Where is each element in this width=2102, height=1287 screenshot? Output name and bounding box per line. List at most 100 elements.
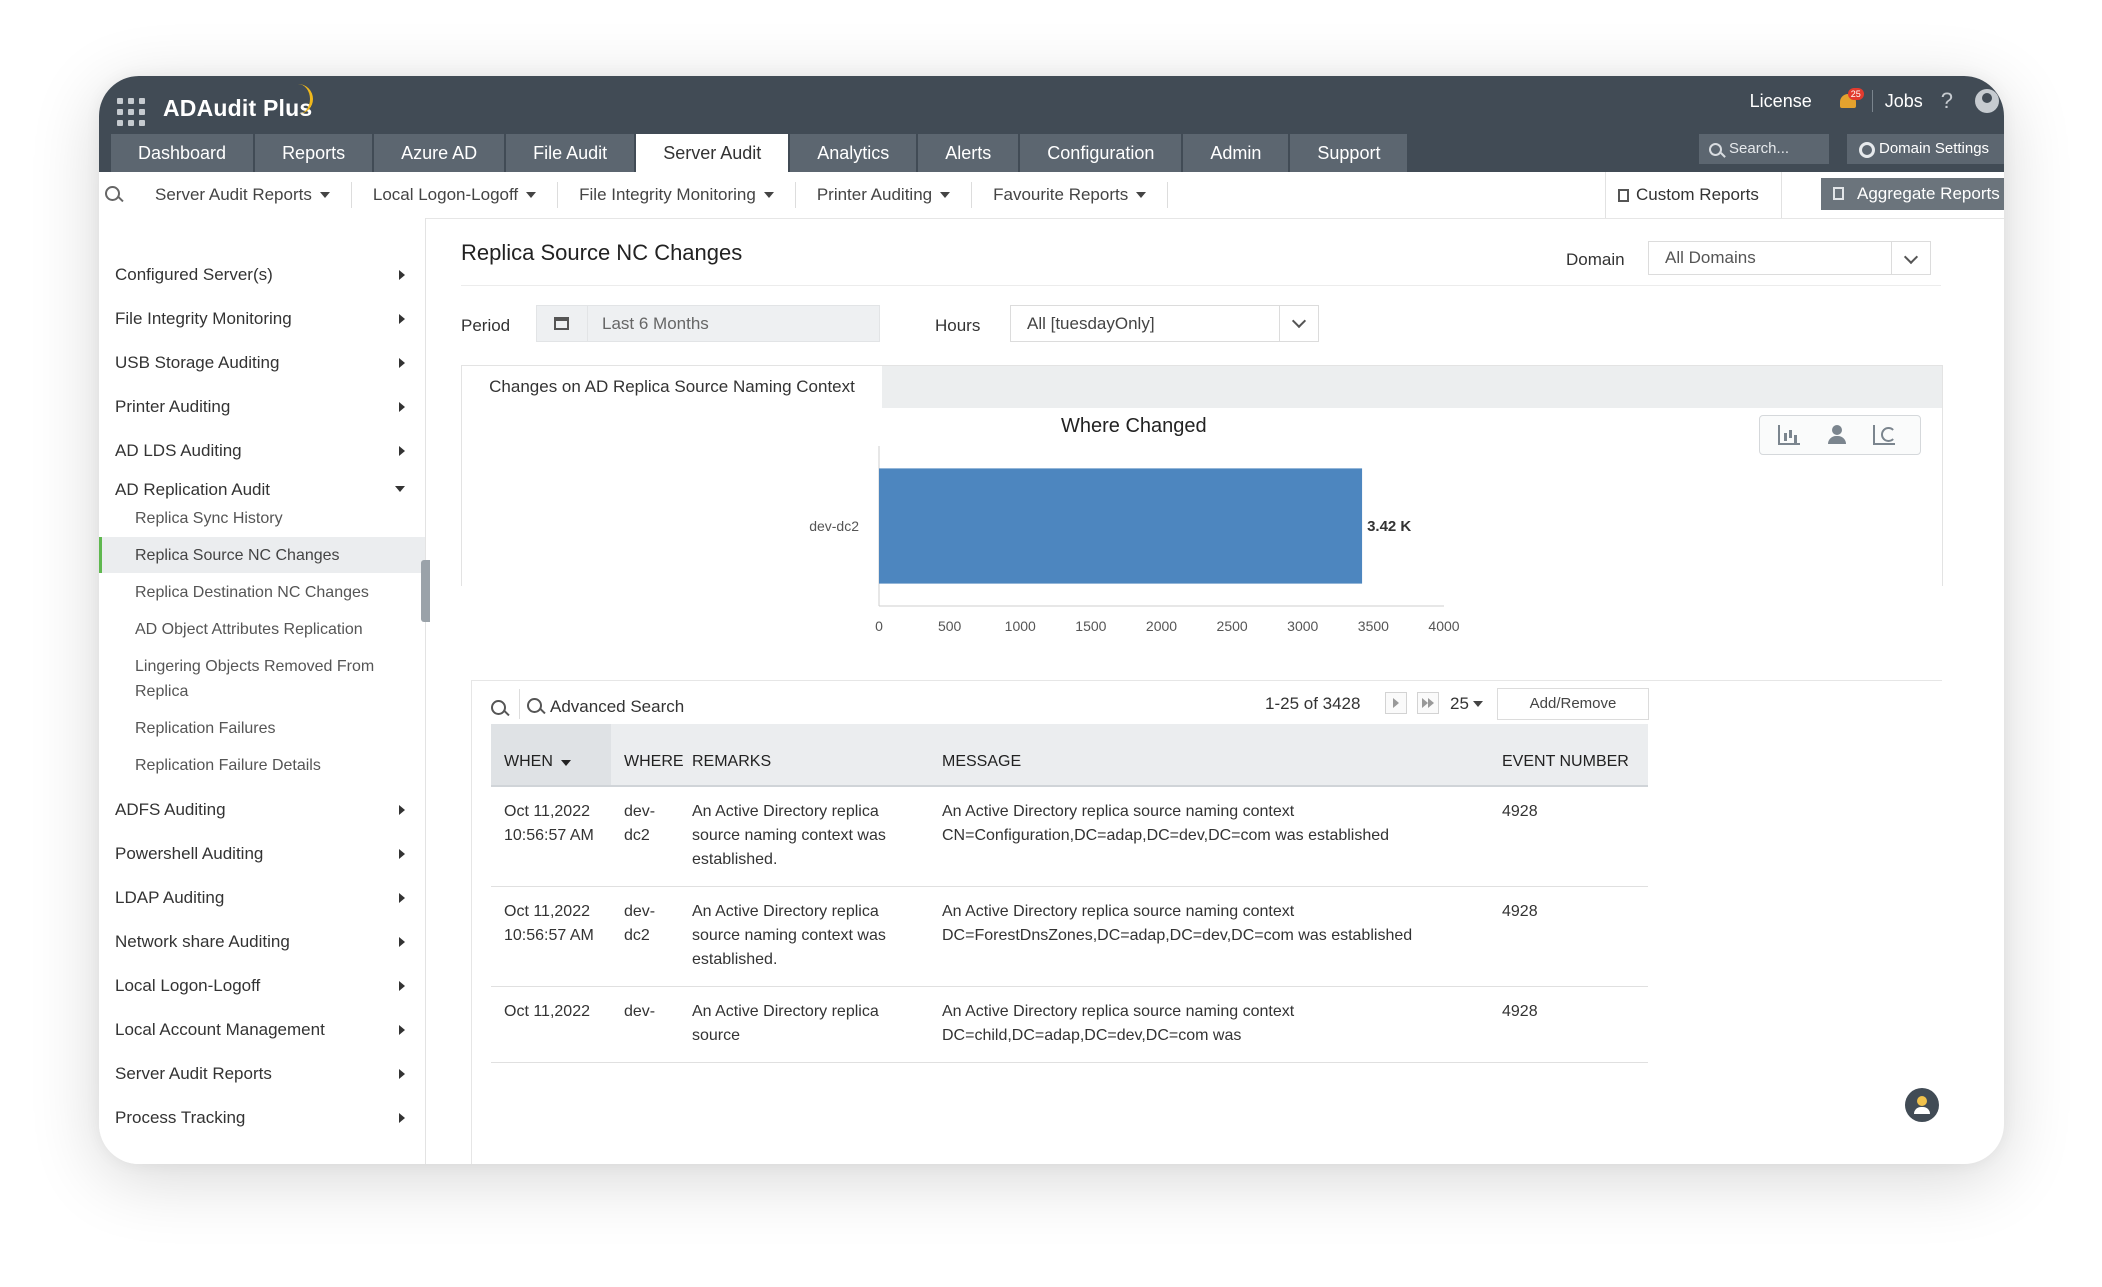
notification-bell-icon[interactable]: 25	[1838, 88, 1864, 111]
chevron-right-icon	[399, 805, 405, 815]
sidebar-item-network-share-auditing[interactable]: Network share Auditing	[115, 932, 405, 952]
advanced-search-link[interactable]: Advanced Search	[550, 697, 685, 716]
sidebar-item-usb-storage-auditing[interactable]: USB Storage Auditing	[115, 353, 405, 373]
next-page-button[interactable]	[1385, 692, 1407, 714]
sidebar-item-label: USB Storage Auditing	[115, 353, 280, 372]
add-chart-icon[interactable]	[1778, 425, 1800, 445]
subnav-printer-auditing[interactable]: Printer Auditing	[796, 182, 973, 208]
table-row[interactable]: Oct 11,2022 dev- An Active Directory rep…	[491, 986, 1648, 1063]
sidebar-subitem-replica-sync-history[interactable]: Replica Sync History	[135, 510, 283, 527]
chart-refresh-icon[interactable]	[1873, 425, 1896, 445]
table-search-icon[interactable]	[491, 700, 506, 715]
x-tick-label: 500	[938, 618, 962, 634]
app-window: ADAudit Plus License 25 Jobs ? Dashboard…	[99, 76, 2004, 1164]
sidebar-item-printer-auditing[interactable]: Printer Auditing	[115, 397, 405, 417]
domain-settings-button[interactable]: Domain Settings	[1847, 134, 2004, 164]
hours-select-value: All [tuesdayOnly]	[1027, 314, 1155, 333]
sidebar-subitem-lingering-objects[interactable]: Lingering Objects Removed From Replica	[135, 658, 375, 700]
hours-select[interactable]: All [tuesdayOnly]	[1010, 305, 1319, 342]
tab-dashboard[interactable]: Dashboard	[111, 134, 254, 172]
app-grid-icon[interactable]	[117, 98, 145, 126]
license-link[interactable]: License	[1749, 90, 1812, 111]
help-chat-icon[interactable]	[1905, 1088, 1939, 1122]
cell-remarks: An Active Directory replica source namin…	[679, 786, 929, 887]
column-header-remarks[interactable]: REMARKS	[679, 724, 929, 786]
sidebar-subitem-replica-destination-nc-changes[interactable]: Replica Destination NC Changes	[135, 584, 369, 601]
custom-reports-button[interactable]: Custom Reports	[1605, 172, 1782, 218]
column-header-when[interactable]: WHEN	[491, 724, 611, 786]
jobs-link[interactable]: Jobs	[1884, 90, 1923, 111]
search-placeholder: Search...	[1729, 140, 1790, 157]
chevron-down-icon	[1891, 242, 1930, 274]
page-title: Replica Source NC Changes	[461, 240, 743, 265]
sidebar-item-local-logon-logoff[interactable]: Local Logon-Logoff	[115, 976, 405, 996]
sidebar-item-label: LDAP Auditing	[115, 888, 225, 907]
add-remove-columns-button[interactable]: Add/Remove Columns	[1497, 688, 1649, 742]
sidebar-subitem-ad-object-attributes-replication[interactable]: AD Object Attributes Replication	[135, 621, 363, 638]
domain-select-value: All Domains	[1665, 248, 1756, 267]
sidebar-item-configured-servers[interactable]: Configured Server(s)	[115, 265, 405, 285]
aggregate-reports-button[interactable]: Aggregate Reports	[1821, 178, 2004, 210]
user-filter-icon[interactable]	[1826, 425, 1848, 445]
main-tabs: Dashboard Reports Azure AD File Audit Se…	[111, 134, 1409, 172]
column-header-event-number[interactable]: EVENT NUMBER	[1489, 724, 1648, 786]
bar-chart: dev-dc2 3.42 K 0 500 1000 1500 2000 2500 3000 350…	[809, 446, 1459, 646]
tab-analytics[interactable]: Analytics	[790, 134, 917, 172]
x-tick-label: 1000	[1005, 618, 1036, 634]
tab-azure-ad[interactable]: Azure AD	[374, 134, 505, 172]
sidebar-item-file-integrity-monitoring[interactable]: File Integrity Monitoring	[115, 309, 405, 329]
hours-label: Hours	[935, 316, 981, 335]
column-header-message[interactable]: MESSAGE	[929, 724, 1489, 786]
domain-select[interactable]: All Domains	[1648, 241, 1931, 275]
tab-support[interactable]: Support	[1290, 134, 1408, 172]
sidebar-item-local-account-management[interactable]: Local Account Management	[115, 1020, 405, 1040]
sub-navigation: Server Audit Reports Local Logon-Logoff …	[99, 172, 2004, 219]
cell-message: An Active Directory replica source namin…	[929, 786, 1489, 887]
sidebar-item-adfs-auditing[interactable]: ADFS Auditing	[115, 800, 405, 820]
user-avatar-icon[interactable]	[1975, 89, 1999, 113]
sidebar-item-ldap-auditing[interactable]: LDAP Auditing	[115, 888, 405, 908]
sidebar-item-process-tracking[interactable]: Process Tracking	[115, 1108, 405, 1128]
domain-settings-label: Domain Settings	[1879, 140, 1990, 157]
sidebar-item-ad-replication-audit[interactable]: AD Replication Audit	[115, 480, 405, 500]
sidebar-collapse-handle[interactable]	[421, 560, 430, 622]
tab-changes-chart[interactable]: Changes on AD Replica Source Naming Cont…	[462, 366, 882, 408]
quick-search-icon[interactable]	[105, 186, 120, 201]
subnav-local-logon-logoff[interactable]: Local Logon-Logoff	[352, 182, 559, 208]
table-row[interactable]: Oct 11,2022 10:56:57 AM dev-dc2 An Activ…	[491, 786, 1648, 887]
sidebar-active-highlight	[99, 537, 425, 573]
cell-remarks: An Active Directory replica source	[679, 986, 929, 1063]
table-row[interactable]: Oct 11,2022 10:56:57 AM dev-dc2 An Activ…	[491, 886, 1648, 987]
cell-when: Oct 11,2022	[491, 986, 611, 1063]
sidebar-subitem-replica-source-nc-changes[interactable]: Replica Source NC Changes	[135, 547, 340, 564]
tab-alerts[interactable]: Alerts	[918, 134, 1019, 172]
sidebar-item-powershell-auditing[interactable]: Powershell Auditing	[115, 844, 405, 864]
sidebar-subitem-replication-failures[interactable]: Replication Failures	[135, 720, 276, 737]
period-picker[interactable]: Last 6 Months	[536, 305, 880, 342]
divider	[461, 285, 1941, 286]
caret-down-icon	[1472, 701, 1483, 707]
column-header-where[interactable]: WHERE	[611, 724, 684, 786]
sidebar-item-label: AD Replication Audit	[115, 480, 270, 499]
cell-where: dev-dc2	[611, 886, 679, 987]
header-search-input[interactable]: Search...	[1699, 134, 1829, 164]
subnav-favourite-reports[interactable]: Favourite Reports	[972, 182, 1169, 208]
page-size-select[interactable]: 25	[1450, 694, 1483, 714]
sidebar-subitem-replication-failure-details[interactable]: Replication Failure Details	[135, 757, 321, 774]
caret-down-icon	[763, 192, 774, 198]
aggregate-reports-label: Aggregate Reports	[1857, 184, 2000, 203]
sidebar-item-label: Powershell Auditing	[115, 844, 264, 863]
advanced-search-icon[interactable]	[527, 698, 542, 713]
last-page-button[interactable]	[1417, 692, 1439, 714]
sidebar-item-ad-lds-auditing[interactable]: AD LDS Auditing	[115, 441, 405, 461]
tab-configuration[interactable]: Configuration	[1020, 134, 1182, 172]
tab-admin[interactable]: Admin	[1183, 134, 1289, 172]
chevron-right-icon	[399, 358, 405, 368]
tab-file-audit[interactable]: File Audit	[506, 134, 635, 172]
subnav-file-integrity-monitoring[interactable]: File Integrity Monitoring	[558, 182, 796, 208]
help-icon[interactable]: ?	[1940, 88, 1953, 113]
tab-server-audit[interactable]: Server Audit	[636, 134, 789, 172]
subnav-server-audit-reports[interactable]: Server Audit Reports	[134, 182, 352, 208]
sidebar-item-server-audit-reports[interactable]: Server Audit Reports	[115, 1064, 405, 1084]
tab-reports[interactable]: Reports	[255, 134, 373, 172]
